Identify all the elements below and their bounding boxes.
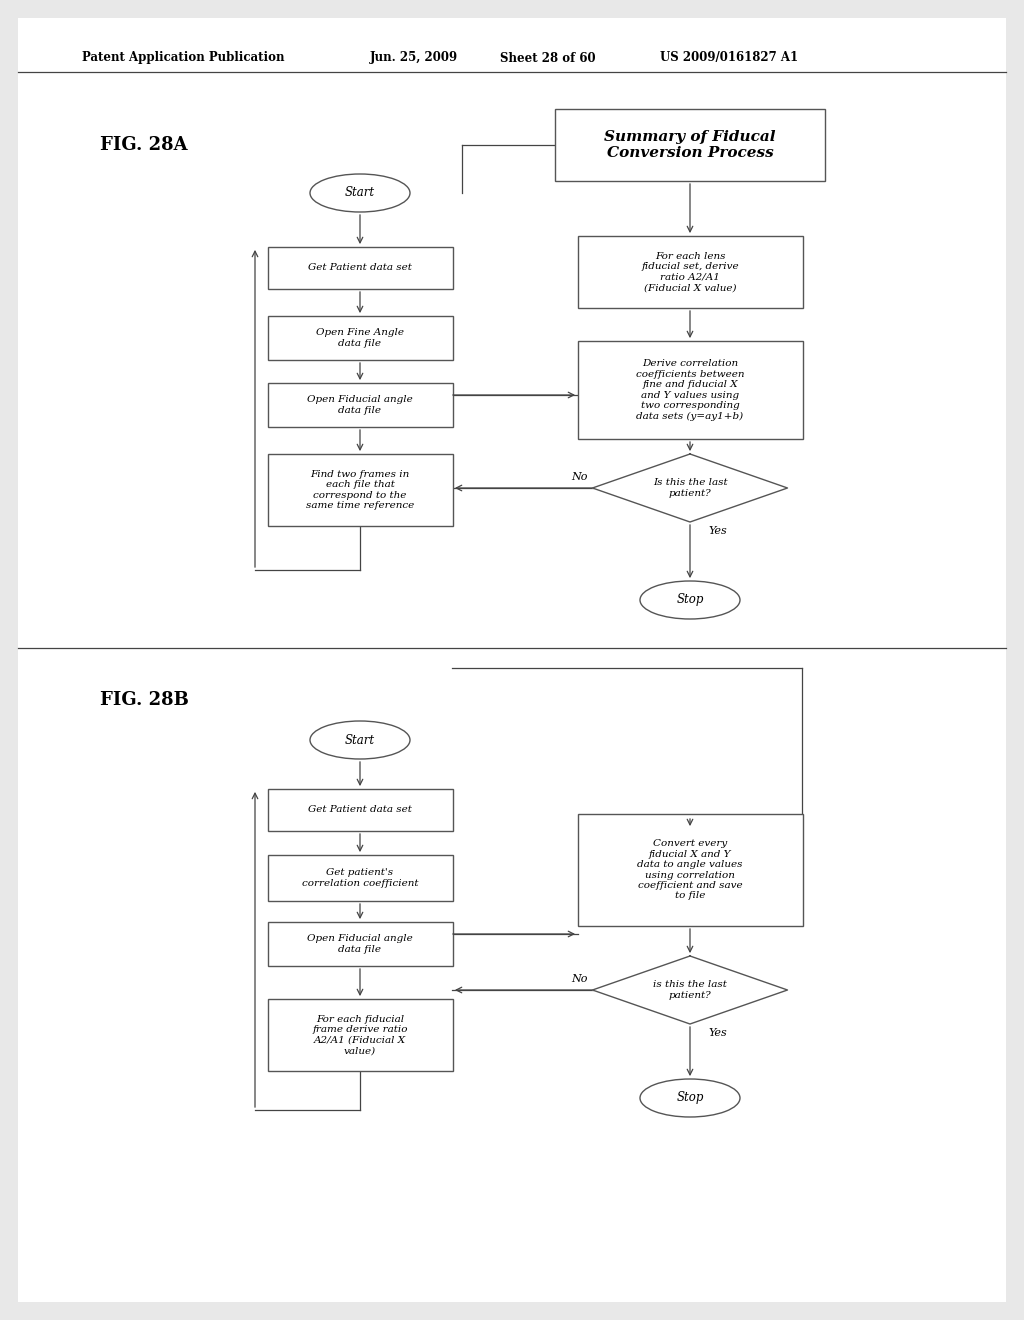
- FancyBboxPatch shape: [18, 18, 1006, 1302]
- FancyBboxPatch shape: [267, 855, 453, 902]
- FancyBboxPatch shape: [555, 110, 825, 181]
- Text: No: No: [571, 974, 588, 983]
- Ellipse shape: [310, 174, 410, 213]
- Text: Get Patient data set: Get Patient data set: [308, 264, 412, 272]
- FancyBboxPatch shape: [267, 999, 453, 1071]
- FancyBboxPatch shape: [578, 341, 803, 440]
- FancyBboxPatch shape: [578, 236, 803, 308]
- Ellipse shape: [640, 1078, 740, 1117]
- Text: FIG. 28B: FIG. 28B: [100, 690, 188, 709]
- Text: For each lens
fiducial set, derive
ratio A2/A1
(Fiducial X value): For each lens fiducial set, derive ratio…: [641, 252, 738, 292]
- Text: For each fiducial
frame derive ratio
A2/A1 (Fiducial X
value): For each fiducial frame derive ratio A2/…: [312, 1015, 408, 1055]
- Text: US 2009/0161827 A1: US 2009/0161827 A1: [660, 51, 798, 65]
- Text: Jun. 25, 2009: Jun. 25, 2009: [370, 51, 458, 65]
- Text: No: No: [571, 473, 588, 482]
- Text: Yes: Yes: [708, 525, 727, 536]
- Text: Stop: Stop: [676, 1092, 703, 1105]
- Text: Open Fiducial angle
data file: Open Fiducial angle data file: [307, 935, 413, 953]
- Text: is this the last
patient?: is this the last patient?: [653, 981, 727, 999]
- Text: Stop: Stop: [676, 594, 703, 606]
- FancyBboxPatch shape: [267, 383, 453, 426]
- FancyBboxPatch shape: [578, 814, 803, 927]
- Text: Derive correlation
coefficients between
fine and fiducial X
and Y values using
t: Derive correlation coefficients between …: [636, 359, 744, 421]
- Text: Start: Start: [345, 734, 375, 747]
- Text: Start: Start: [345, 186, 375, 199]
- Text: Is this the last
patient?: Is this the last patient?: [652, 478, 727, 498]
- FancyBboxPatch shape: [267, 454, 453, 525]
- Text: Open Fiducial angle
data file: Open Fiducial angle data file: [307, 395, 413, 414]
- Text: Sheet 28 of 60: Sheet 28 of 60: [500, 51, 596, 65]
- Text: Convert every
fiducial X and Y
data to angle values
using correlation
coefficien: Convert every fiducial X and Y data to a…: [637, 840, 742, 900]
- Text: Patent Application Publication: Patent Application Publication: [82, 51, 285, 65]
- FancyBboxPatch shape: [267, 247, 453, 289]
- FancyBboxPatch shape: [267, 789, 453, 832]
- Text: Open Fine Angle
data file: Open Fine Angle data file: [316, 329, 404, 347]
- Text: Get Patient data set: Get Patient data set: [308, 805, 412, 814]
- Text: Find two frames in
each file that
correspond to the
same time reference: Find two frames in each file that corres…: [306, 470, 414, 510]
- Polygon shape: [593, 454, 787, 521]
- FancyBboxPatch shape: [267, 921, 453, 966]
- FancyBboxPatch shape: [267, 315, 453, 360]
- Polygon shape: [593, 956, 787, 1024]
- Text: Summary of Fiducal
Conversion Process: Summary of Fiducal Conversion Process: [604, 129, 776, 160]
- Ellipse shape: [310, 721, 410, 759]
- Ellipse shape: [640, 581, 740, 619]
- Text: Yes: Yes: [708, 1028, 727, 1038]
- Text: Get patient's
correlation coefficient: Get patient's correlation coefficient: [302, 869, 418, 887]
- Text: FIG. 28A: FIG. 28A: [100, 136, 187, 154]
